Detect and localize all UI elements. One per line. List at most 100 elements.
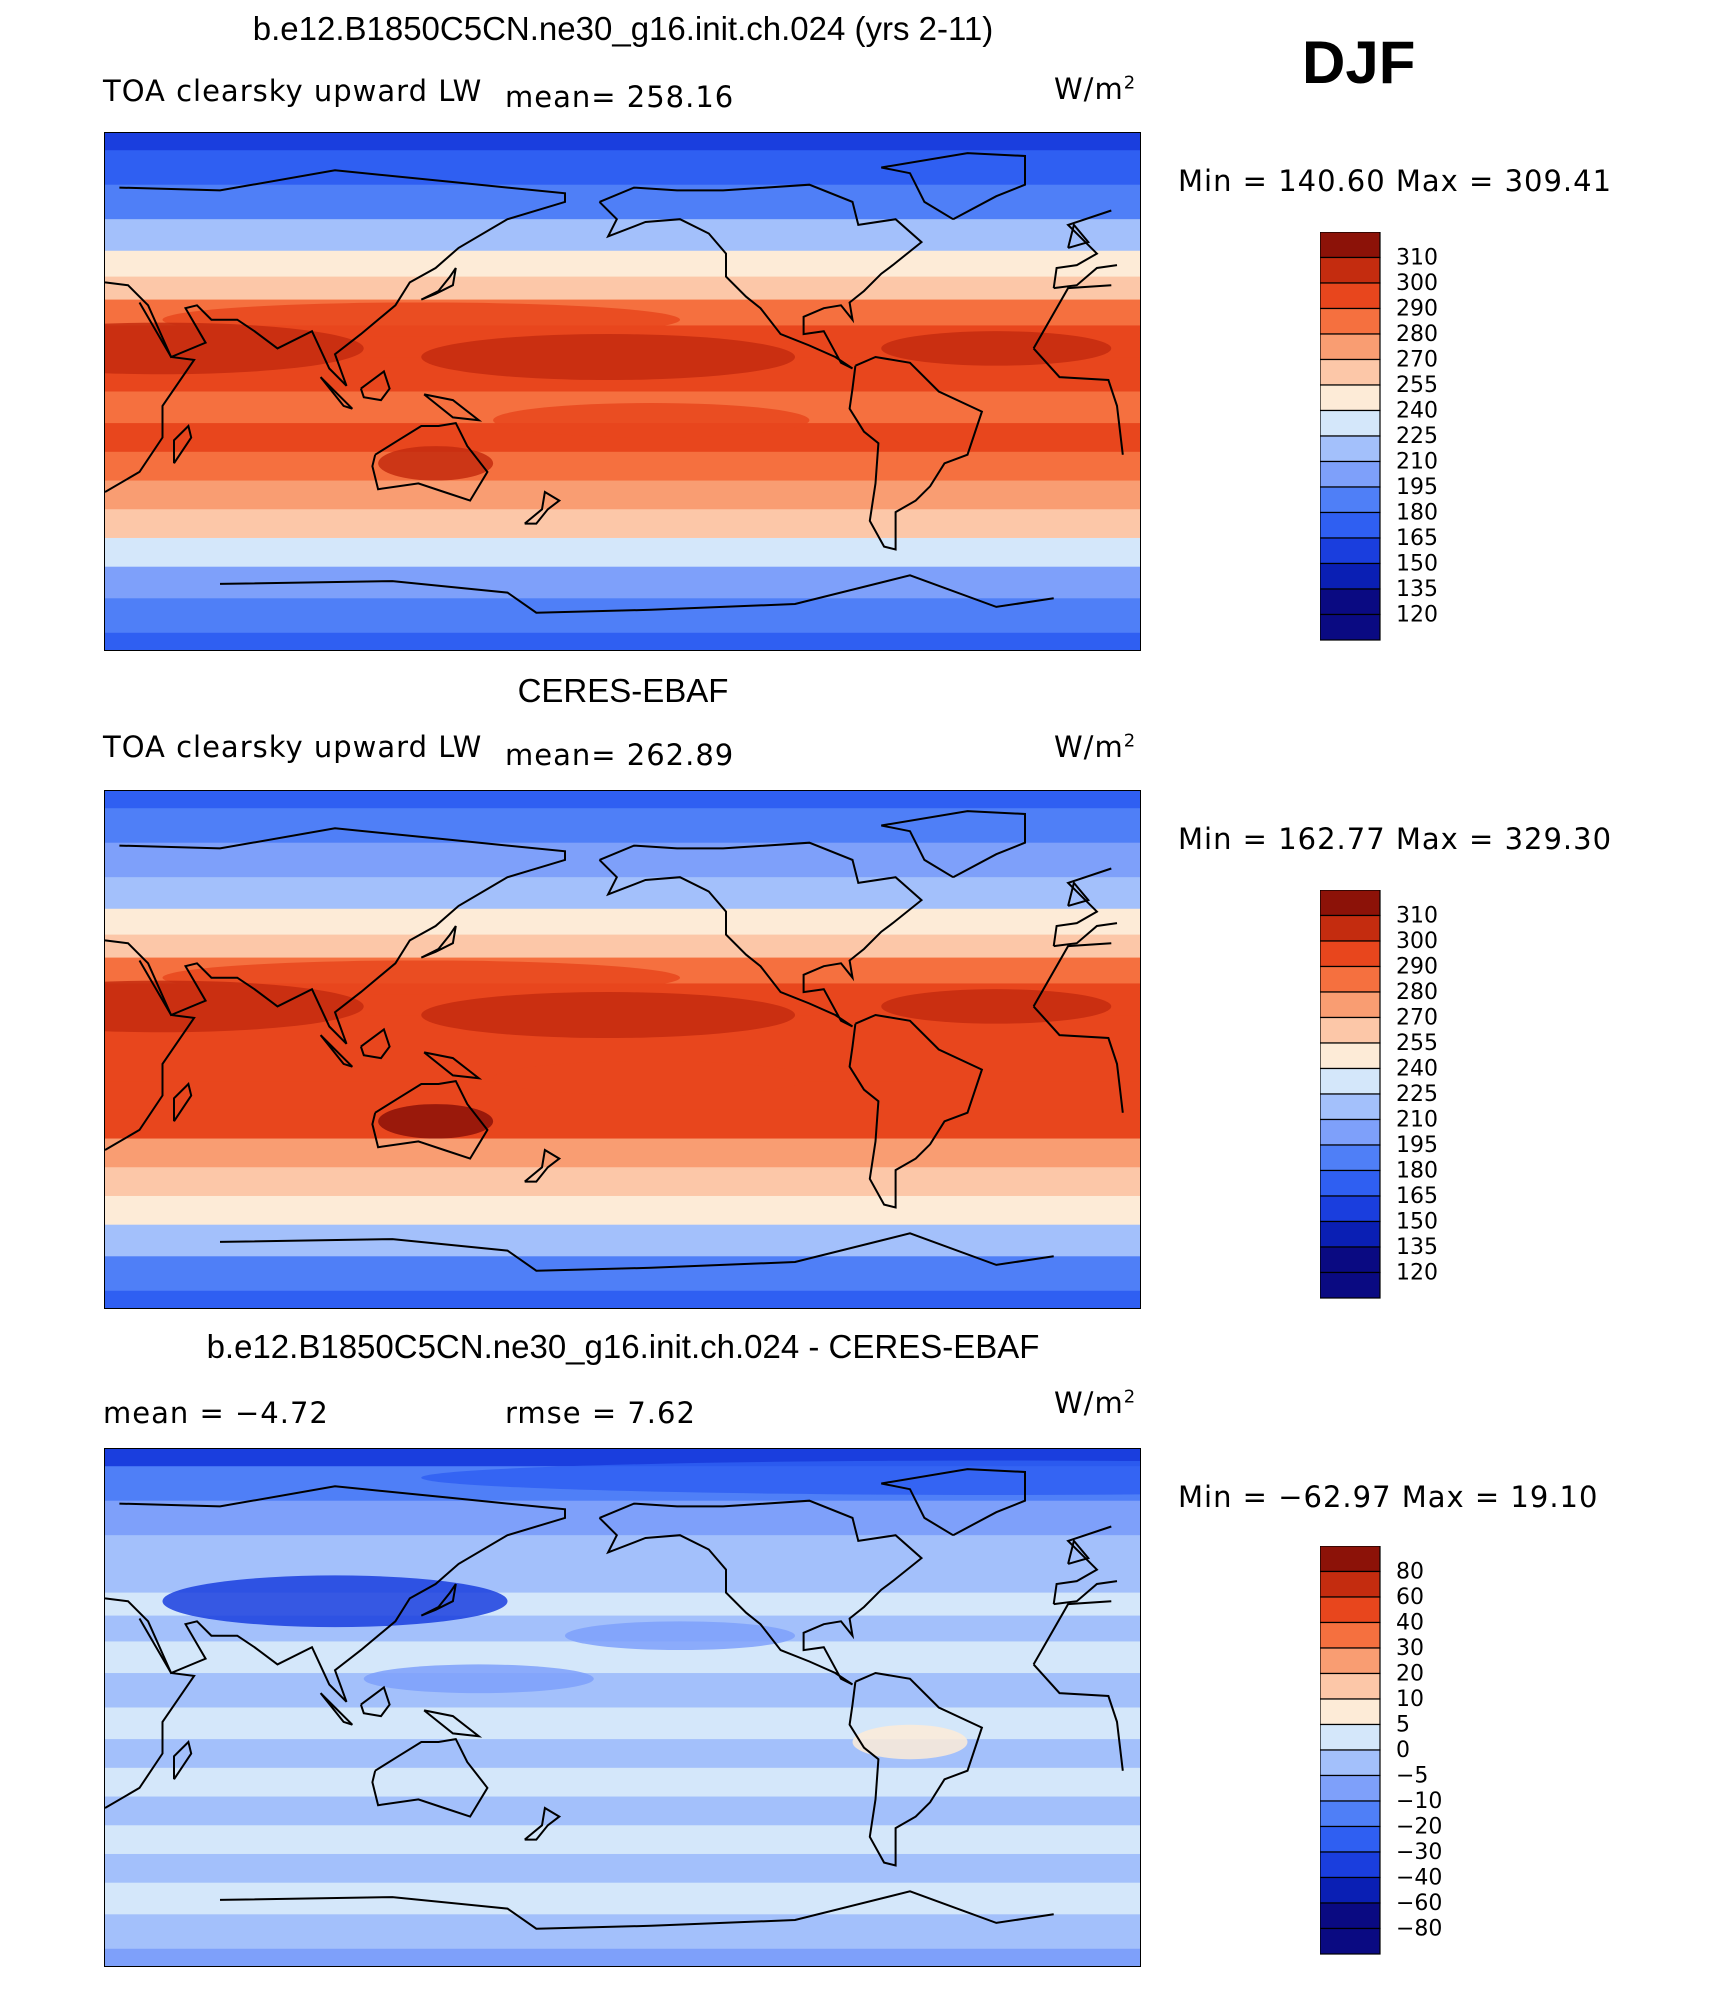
field-anomaly: [105, 322, 364, 375]
coastline: [173, 1082, 193, 1122]
coastline: [1053, 922, 1118, 948]
colorbar-swatch: [1319, 1698, 1381, 1726]
field-anomaly: [565, 1621, 795, 1651]
coastline: [219, 1232, 1054, 1272]
coastline: [1052, 1525, 1112, 1605]
zonal-band: [105, 1256, 1140, 1292]
zonal-band: [105, 908, 1140, 936]
panel3-minmax: Min = −62.97 Max = 19.10: [1178, 1480, 1599, 1514]
colorbar-swatch: [1319, 537, 1381, 565]
coastline: [359, 1685, 391, 1718]
field-anomaly: [493, 1060, 810, 1096]
panel2-mean: mean= 262.89: [505, 738, 735, 772]
panel1-minmax: Min = 140.60 Max = 309.41: [1178, 164, 1613, 198]
field-anomaly: [881, 989, 1112, 1024]
colorbar-swatch: [1319, 1169, 1381, 1197]
coastline: [105, 169, 566, 387]
coastline: [371, 1079, 489, 1160]
field-anomaly: [421, 992, 795, 1039]
panel2-units: W/m2: [1054, 730, 1137, 764]
coastline: [173, 1740, 193, 1780]
panel1-mean: mean= 258.16: [505, 80, 735, 114]
zonal-band: [105, 1167, 1140, 1197]
colorbar-swatch: [1319, 460, 1381, 488]
coastline: [359, 369, 391, 402]
zonal-band: [105, 451, 1140, 482]
colorbar-swatch: [1319, 562, 1381, 590]
field-anomaly: [162, 1575, 508, 1628]
colorbar-swatch: [1319, 1825, 1381, 1853]
coastline: [319, 1034, 354, 1068]
colorbar-tick-label: −60: [1396, 1891, 1442, 1916]
colorbar-tick-label: −10: [1396, 1789, 1442, 1814]
coastline: [219, 574, 1054, 614]
colorbar-swatch: [1319, 613, 1381, 641]
zonal-band: [105, 1853, 1140, 1884]
zonal-band: [105, 1535, 1140, 1568]
colorbar-tick-label: 290: [1396, 955, 1438, 980]
colorbar-swatch: [1319, 358, 1381, 386]
coastline: [1032, 942, 1112, 1007]
zonal-band: [105, 1500, 1140, 1536]
panel1-colorbar: 310 300 290 280 270 255 240 225 210 195 180 165 150 1…: [1319, 231, 1460, 647]
zonal-band: [105, 1195, 1140, 1226]
colorbar-tick-label: 0: [1396, 1738, 1410, 1763]
colorbar-swatch: [1319, 1876, 1381, 1904]
zonal-band: [105, 842, 1140, 878]
colorbar-tick-label: −40: [1396, 1866, 1442, 1891]
colorbar-swatch: [1319, 1271, 1381, 1299]
colorbar-swatch: [1319, 1093, 1381, 1121]
colorbar-tick-label: −5: [1396, 1764, 1428, 1789]
colorbar-swatch: [1319, 307, 1381, 335]
panel3-rmse: rmse = 7.62: [505, 1396, 696, 1430]
coastline: [1032, 1663, 1124, 1771]
coastline: [420, 1583, 457, 1617]
colorbar-tick-label: 165: [1396, 526, 1438, 551]
colorbar-tick-label: 270: [1396, 348, 1438, 373]
zonal-band: [105, 1109, 1140, 1140]
zonal-band: [105, 1673, 1140, 1708]
colorbar-tick-label: 135: [1396, 577, 1438, 602]
panel3-title: b.e12.B1850C5CN.ne30_g16.init.ch.024 - C…: [206, 1328, 1040, 1365]
colorbar-tick-label: 270: [1396, 1006, 1438, 1031]
field-anomaly: [421, 334, 795, 381]
zonal-band: [105, 598, 1140, 634]
colorbar-swatch: [1319, 889, 1381, 917]
colorbar-swatch: [1319, 1902, 1381, 1930]
coastline: [1032, 284, 1112, 349]
zonal-band: [105, 1138, 1140, 1168]
coastline: [598, 183, 924, 370]
field-anomaly: [162, 302, 680, 337]
colorbar-swatch: [1319, 588, 1381, 616]
coastline: [371, 1737, 489, 1818]
coastline: [598, 841, 924, 1028]
colorbar-swatch: [1319, 1774, 1381, 1802]
zonal-band: [105, 184, 1140, 220]
colorbar-tick-label: 60: [1396, 1585, 1424, 1610]
colorbar-swatch: [1319, 231, 1381, 259]
colorbar-swatch: [1319, 384, 1381, 412]
colorbar-swatch: [1319, 511, 1381, 539]
colorbar-swatch: [1319, 1851, 1381, 1879]
zonal-band: [105, 1739, 1140, 1769]
zonal-band: [105, 934, 1140, 959]
field-anomaly: [881, 331, 1112, 366]
coastline: [524, 490, 562, 525]
colorbar-swatch: [1319, 1016, 1381, 1044]
colorbar-tick-label: 310: [1396, 904, 1438, 929]
coastline: [881, 152, 1026, 221]
colorbar-swatch: [1319, 1246, 1381, 1274]
coastline: [319, 1692, 354, 1726]
coastline: [423, 1051, 483, 1080]
zonal-band: [105, 1767, 1140, 1798]
colorbar-tick-label: 225: [1396, 1082, 1438, 1107]
panel2-variable: TOA clearsky upward LW: [103, 730, 483, 764]
colorbar-tick-label: 290: [1396, 297, 1438, 322]
coastline: [1067, 1538, 1091, 1565]
zonal-band: [105, 537, 1140, 568]
coastline: [423, 1709, 483, 1738]
coastline: [1052, 867, 1112, 947]
colorbar-tick-label: 255: [1396, 1031, 1438, 1056]
colorbar-tick-label: 180: [1396, 501, 1438, 526]
coastline: [1032, 347, 1124, 455]
